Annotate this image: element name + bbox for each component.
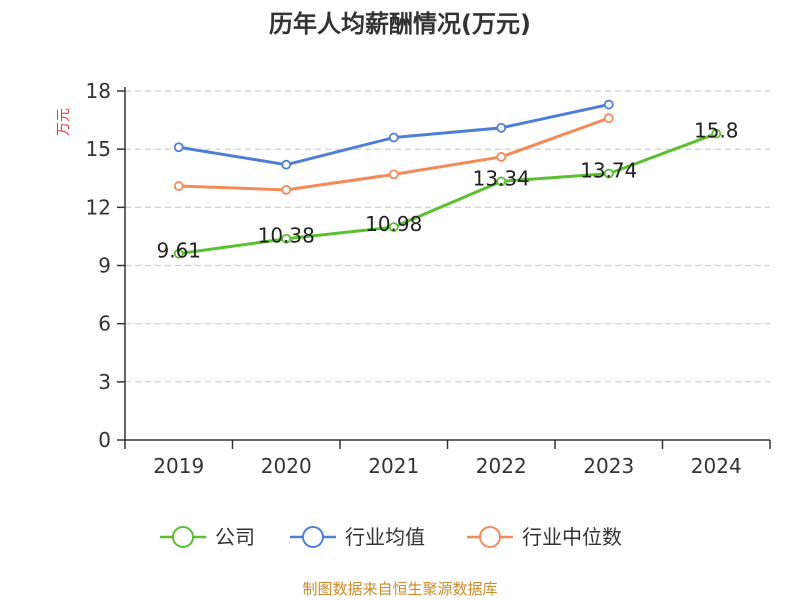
y-tick-label: 6	[98, 312, 111, 336]
data-labels: 9.61 10.38 10.98 13.34 13.74 15.8	[156, 119, 738, 263]
x-tick-label: 2024	[691, 454, 742, 478]
legend-label: 公司	[215, 525, 255, 549]
y-tick-label: 9	[98, 254, 111, 278]
legend-item-2: 行业均值	[290, 525, 425, 549]
x-tick-label: 2022	[476, 454, 527, 478]
legend-label: 行业均值	[345, 525, 425, 549]
data-point	[496, 152, 507, 162]
y-tick-label: 3	[98, 370, 111, 394]
y-tick-label: 0	[98, 428, 111, 452]
data-point	[281, 159, 292, 170]
source-note: 制图数据来自恒生聚源数据库	[302, 580, 497, 598]
y-tick-label: 15	[86, 137, 111, 161]
x-tick-label: 2020	[261, 454, 312, 478]
series-1	[173, 128, 722, 259]
legend-item-3: 行业中位数	[467, 525, 622, 549]
chart-title: 历年人均薪酬情况(万元)	[269, 10, 531, 38]
data-point	[496, 176, 507, 187]
x-tick-label: 2023	[583, 454, 634, 478]
series-3	[173, 113, 614, 195]
data-point	[388, 132, 399, 143]
data-label: 9.61	[156, 239, 201, 263]
legend: 公司 行业均值 行业中位数	[160, 525, 622, 549]
data-label: 13.74	[580, 159, 637, 183]
data-point	[711, 128, 722, 139]
data-point	[281, 233, 292, 244]
x-tick-label: 2019	[153, 454, 204, 478]
legend-swatch-marker	[172, 526, 194, 548]
axes: 0 3 6 9 12 15 18 2019 2020 2021 2022 2023 2024	[86, 79, 771, 478]
legend-swatch-marker	[302, 526, 324, 548]
data-point	[173, 181, 184, 191]
data-point	[281, 184, 292, 195]
data-point	[388, 222, 399, 233]
data-point	[603, 113, 614, 124]
series-2	[173, 99, 614, 170]
data-label: 15.8	[694, 119, 739, 143]
y-tick-label: 12	[86, 195, 111, 219]
legend-swatch-marker	[479, 526, 501, 548]
data-label: 10.98	[365, 212, 422, 236]
data-point	[173, 248, 184, 259]
legend-label: 行业中位数	[522, 525, 622, 549]
data-point	[603, 168, 614, 179]
y-axis-unit: 万元	[56, 108, 72, 136]
grid	[125, 90, 770, 383]
data-point	[603, 99, 614, 110]
legend-item-1: 公司	[160, 525, 255, 549]
data-label: 10.38	[258, 224, 315, 248]
data-label: 13.34	[473, 166, 530, 190]
y-tick-label: 18	[86, 79, 111, 103]
data-point	[496, 122, 507, 133]
series-line	[178, 132, 717, 256]
series	[173, 99, 722, 259]
x-tick-label: 2021	[368, 454, 419, 478]
data-point	[173, 142, 184, 153]
data-point	[388, 169, 399, 180]
